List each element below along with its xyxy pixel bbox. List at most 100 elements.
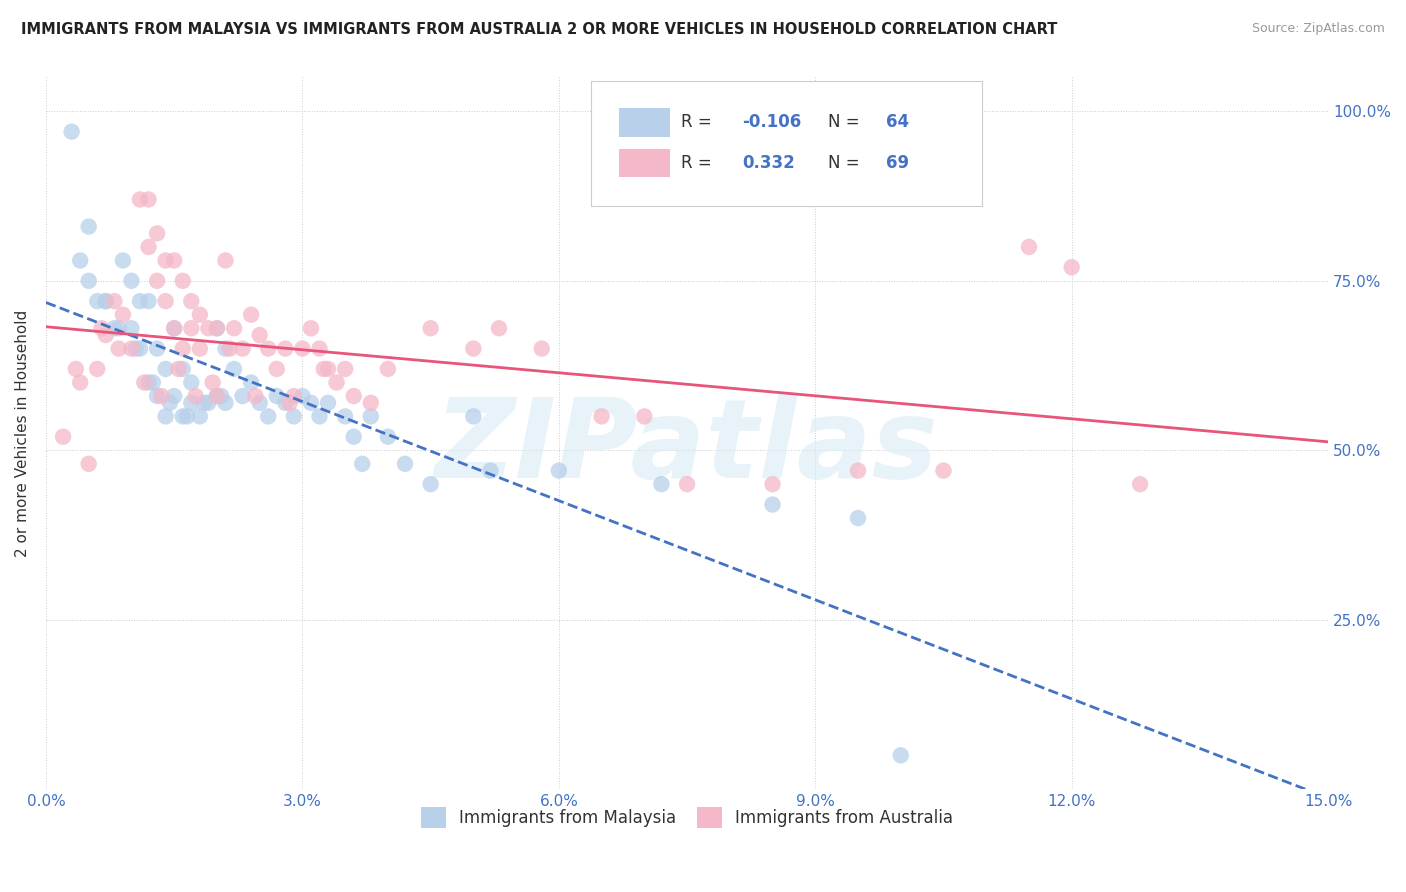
FancyBboxPatch shape xyxy=(619,149,671,178)
Point xyxy=(111,253,134,268)
Point xyxy=(249,396,271,410)
Point xyxy=(94,294,117,309)
Point xyxy=(846,464,869,478)
Point xyxy=(77,274,100,288)
Text: R =: R = xyxy=(681,153,717,172)
Text: 69: 69 xyxy=(886,153,908,172)
Legend: Immigrants from Malaysia, Immigrants from Australia: Immigrants from Malaysia, Immigrants fro… xyxy=(415,801,960,834)
Point xyxy=(218,342,240,356)
Point xyxy=(77,219,100,234)
Point xyxy=(146,227,169,241)
Point xyxy=(266,389,288,403)
Point xyxy=(155,253,177,268)
Point xyxy=(69,253,91,268)
Point xyxy=(180,376,202,390)
FancyBboxPatch shape xyxy=(619,108,671,136)
Point xyxy=(205,321,228,335)
Point xyxy=(120,321,142,335)
Point xyxy=(138,193,160,207)
Point xyxy=(180,294,202,309)
Point xyxy=(222,321,245,335)
Point xyxy=(188,308,211,322)
Point xyxy=(150,389,173,403)
Point xyxy=(120,274,142,288)
Point xyxy=(214,253,236,268)
Point xyxy=(308,342,330,356)
Point xyxy=(419,477,441,491)
Point xyxy=(107,321,129,335)
Point xyxy=(94,294,117,309)
Point xyxy=(188,342,211,356)
Point xyxy=(419,321,441,335)
Point xyxy=(240,376,263,390)
Point xyxy=(138,376,160,390)
Text: Source: ZipAtlas.com: Source: ZipAtlas.com xyxy=(1251,22,1385,36)
Point xyxy=(205,389,228,403)
Point xyxy=(134,376,156,390)
Point xyxy=(167,362,190,376)
Point xyxy=(333,362,356,376)
Point xyxy=(299,396,322,410)
Point xyxy=(1060,260,1083,275)
Point xyxy=(197,321,219,335)
Point xyxy=(547,464,569,478)
Point xyxy=(193,396,215,410)
Point xyxy=(1018,240,1040,254)
Point xyxy=(274,342,297,356)
Point xyxy=(107,342,129,356)
Point xyxy=(676,477,699,491)
Point xyxy=(172,274,194,288)
Point xyxy=(846,511,869,525)
Point xyxy=(761,477,783,491)
Point xyxy=(138,240,160,254)
Point xyxy=(163,321,186,335)
Point xyxy=(155,409,177,424)
Text: IMMIGRANTS FROM MALAYSIA VS IMMIGRANTS FROM AUSTRALIA 2 OR MORE VEHICLES IN HOUS: IMMIGRANTS FROM MALAYSIA VS IMMIGRANTS F… xyxy=(21,22,1057,37)
Point xyxy=(52,430,75,444)
Point xyxy=(155,294,177,309)
Point xyxy=(163,253,186,268)
Point xyxy=(172,409,194,424)
Point xyxy=(129,193,152,207)
Point xyxy=(86,294,108,309)
Point xyxy=(360,396,382,410)
Point xyxy=(343,389,366,403)
Point xyxy=(479,464,502,478)
Point xyxy=(176,409,198,424)
Point xyxy=(146,389,169,403)
Point xyxy=(138,294,160,309)
Point xyxy=(94,328,117,343)
Point xyxy=(312,362,335,376)
Point xyxy=(932,464,955,478)
Point xyxy=(103,294,125,309)
Point xyxy=(591,409,613,424)
Point xyxy=(463,342,485,356)
Point xyxy=(155,362,177,376)
Point xyxy=(146,274,169,288)
Point xyxy=(633,409,655,424)
Point xyxy=(377,430,399,444)
Point xyxy=(257,342,280,356)
Point xyxy=(90,321,112,335)
Point xyxy=(283,389,305,403)
Point xyxy=(197,396,219,410)
Point xyxy=(163,389,186,403)
Point xyxy=(325,376,347,390)
Text: 0.332: 0.332 xyxy=(742,153,794,172)
Point xyxy=(129,294,152,309)
FancyBboxPatch shape xyxy=(591,81,981,205)
Point xyxy=(188,409,211,424)
Point xyxy=(291,389,314,403)
Point xyxy=(283,409,305,424)
Point xyxy=(159,396,181,410)
Point xyxy=(316,362,339,376)
Point xyxy=(60,125,83,139)
Point xyxy=(299,321,322,335)
Point xyxy=(394,457,416,471)
Point xyxy=(1129,477,1152,491)
Text: N =: N = xyxy=(828,153,865,172)
Point xyxy=(180,321,202,335)
Point xyxy=(205,321,228,335)
Point xyxy=(333,409,356,424)
Point xyxy=(205,389,228,403)
